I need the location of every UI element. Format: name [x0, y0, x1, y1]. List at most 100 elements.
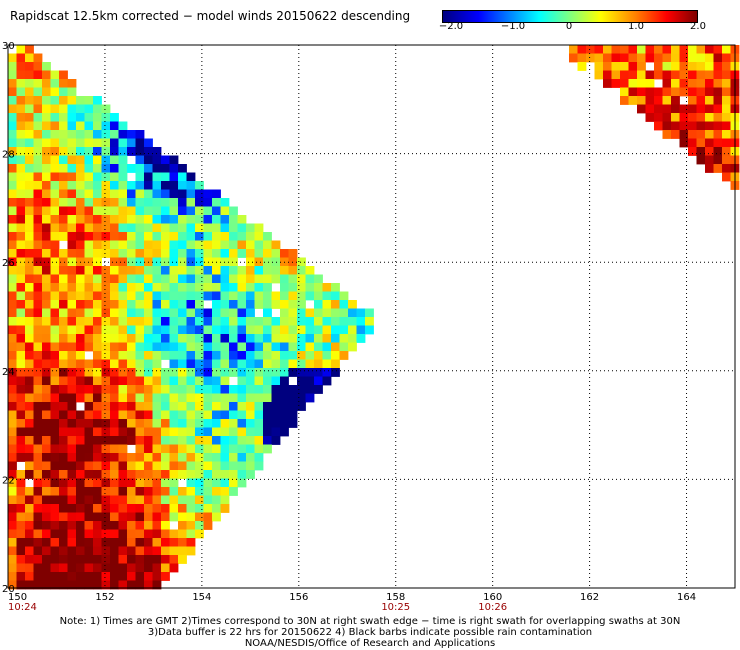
wind-cell — [25, 504, 34, 513]
wind-cell — [101, 215, 111, 224]
wind-cell — [297, 325, 306, 335]
wind-cell — [42, 334, 51, 343]
wind-cell — [42, 427, 51, 437]
wind-cell — [203, 317, 213, 326]
wind-cell — [229, 223, 238, 233]
wind-cell — [84, 274, 94, 284]
wind-cell — [314, 308, 323, 318]
wind-cell — [178, 538, 187, 547]
wind-cell — [705, 130, 714, 139]
wind-cell — [101, 198, 111, 207]
wind-cell — [169, 453, 179, 462]
wind-cell — [611, 79, 621, 88]
wind-cell — [263, 334, 272, 343]
wind-cell — [152, 419, 162, 428]
wind-cell — [118, 215, 128, 224]
wind-cell — [67, 436, 77, 445]
wind-cell — [84, 121, 94, 131]
wind-cell — [212, 342, 221, 352]
wind-cell — [25, 487, 34, 496]
wind-cell — [186, 359, 196, 369]
wind-cell — [263, 274, 272, 284]
wind-cell — [254, 444, 264, 454]
wind-cell — [127, 410, 136, 420]
wind-cell — [8, 181, 17, 190]
wind-cell — [135, 487, 145, 496]
wind-cell — [42, 478, 51, 488]
wind-cell — [620, 45, 629, 54]
wind-cell — [16, 495, 26, 505]
wind-cell — [662, 87, 672, 97]
wind-cell — [654, 53, 663, 63]
wind-cell — [169, 436, 179, 445]
wind-cell — [161, 266, 170, 275]
wind-cell — [195, 266, 204, 275]
wind-cell — [76, 215, 85, 224]
wind-cell — [186, 504, 196, 513]
wind-cell — [237, 300, 247, 309]
lon-tick-label: 150 — [8, 592, 27, 603]
wind-cell — [144, 300, 153, 309]
wind-cell — [169, 283, 179, 292]
wind-cell — [8, 334, 17, 343]
wind-cell — [144, 538, 153, 547]
wind-cell — [220, 249, 230, 258]
wind-cell — [271, 300, 281, 309]
wind-cell — [620, 87, 629, 97]
wind-cell — [42, 436, 51, 445]
wind-cell — [203, 240, 213, 250]
wind-cell — [84, 521, 94, 530]
wind-cell — [127, 266, 136, 275]
lat-tick-label: 22 — [2, 475, 15, 486]
wind-cell — [67, 198, 77, 207]
wind-cell — [110, 538, 119, 547]
wind-cell — [594, 70, 604, 80]
wind-cell — [314, 368, 323, 377]
wind-cell — [169, 198, 179, 207]
wind-cell — [178, 555, 187, 564]
wind-cell — [135, 308, 145, 318]
wind-cell — [671, 53, 680, 63]
wind-cell — [169, 402, 179, 411]
wind-cell — [246, 274, 255, 284]
wind-cell — [67, 325, 77, 335]
wind-cell — [118, 538, 128, 547]
wind-cell — [195, 215, 204, 224]
wind-cell — [662, 130, 672, 139]
wind-cell — [280, 385, 289, 394]
wind-cell — [93, 325, 102, 335]
wind-cell — [628, 45, 638, 54]
wind-cell — [186, 470, 196, 479]
wind-cell — [161, 453, 170, 462]
lat-tick-label: 26 — [2, 258, 15, 269]
wind-cell — [569, 45, 578, 54]
wind-cell — [322, 291, 332, 301]
wind-cell — [127, 402, 136, 411]
wind-cell — [654, 62, 663, 71]
wind-cell — [195, 232, 204, 241]
wind-cell — [33, 181, 43, 190]
wind-cell — [365, 308, 374, 318]
wind-cell — [152, 436, 162, 445]
wind-cell — [152, 147, 162, 156]
wind-cell — [110, 504, 119, 513]
wind-cell — [84, 512, 94, 522]
wind-cell — [195, 410, 204, 420]
wind-cell — [8, 70, 17, 80]
wind-cell — [84, 402, 94, 411]
wind-cell — [50, 555, 60, 564]
wind-cell — [33, 266, 43, 275]
wind-cell — [16, 487, 26, 496]
wind-cell — [25, 444, 34, 454]
wind-cell — [93, 266, 102, 275]
wind-cell — [59, 342, 68, 352]
wind-cell — [16, 555, 26, 564]
wind-cell — [33, 555, 43, 564]
wind-cell — [42, 206, 51, 216]
wind-cell — [25, 563, 34, 573]
wind-cell — [118, 385, 128, 394]
wind-cell — [101, 402, 111, 411]
wind-cell — [713, 138, 723, 148]
wind-cell — [118, 453, 128, 462]
wind-cell — [229, 359, 238, 369]
